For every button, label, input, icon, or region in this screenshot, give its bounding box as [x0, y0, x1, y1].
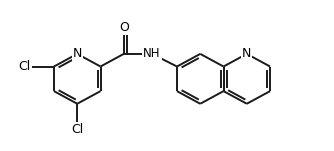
Text: NH: NH — [143, 47, 161, 60]
Text: Cl: Cl — [19, 60, 31, 73]
Text: O: O — [119, 21, 129, 34]
Text: N: N — [242, 47, 252, 60]
Text: N: N — [72, 47, 82, 60]
Text: Cl: Cl — [71, 123, 84, 136]
